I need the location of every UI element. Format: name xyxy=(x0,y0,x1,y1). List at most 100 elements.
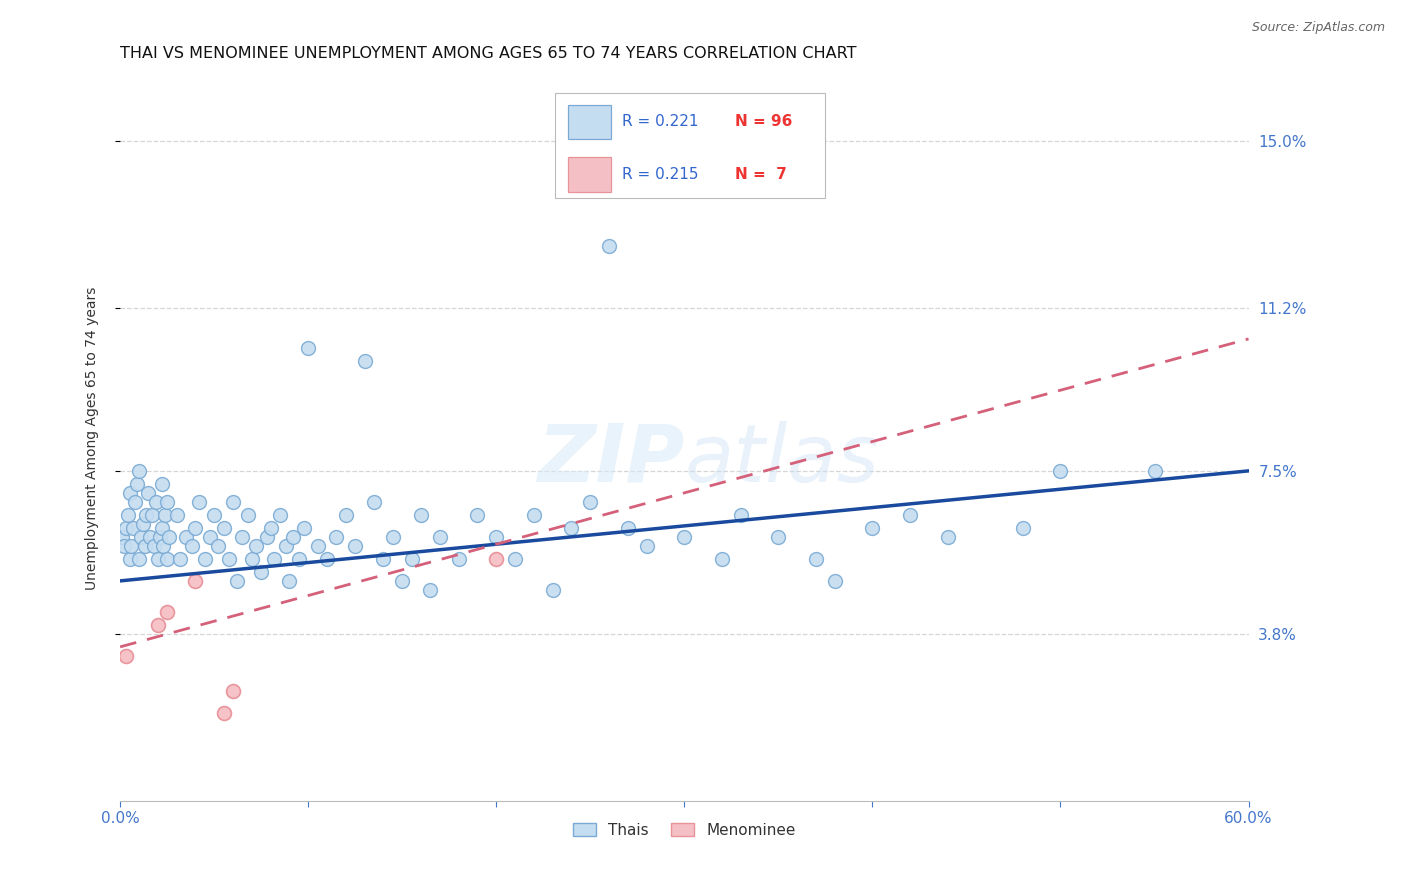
Point xyxy=(579,494,602,508)
Point xyxy=(250,565,273,579)
Point xyxy=(259,521,281,535)
Point xyxy=(381,530,404,544)
Point xyxy=(112,539,135,553)
Point xyxy=(409,508,432,522)
Point xyxy=(180,539,202,553)
Point xyxy=(222,494,245,508)
Point xyxy=(125,477,148,491)
Point xyxy=(156,605,179,619)
Point xyxy=(184,574,207,588)
Point xyxy=(157,530,180,544)
Point xyxy=(401,552,423,566)
Point xyxy=(131,516,153,531)
Point xyxy=(169,552,191,566)
FancyBboxPatch shape xyxy=(554,93,825,198)
Point xyxy=(523,508,546,522)
Point xyxy=(325,530,347,544)
Point xyxy=(135,508,157,522)
FancyBboxPatch shape xyxy=(568,157,612,192)
Point xyxy=(278,574,301,588)
Point xyxy=(155,508,177,522)
Point xyxy=(297,341,319,355)
Point xyxy=(212,706,235,720)
Point xyxy=(139,530,162,544)
Point xyxy=(207,539,229,553)
Point xyxy=(111,530,134,544)
Point xyxy=(245,539,267,553)
Point xyxy=(363,494,385,508)
Point xyxy=(118,486,141,500)
Point xyxy=(156,552,179,566)
Point xyxy=(134,539,156,553)
Point xyxy=(225,574,247,588)
Point xyxy=(391,574,413,588)
Text: R = 0.221: R = 0.221 xyxy=(623,114,699,129)
Point xyxy=(141,508,163,522)
Point xyxy=(936,530,959,544)
Text: Source: ZipAtlas.com: Source: ZipAtlas.com xyxy=(1251,21,1385,34)
Point xyxy=(503,552,526,566)
Point xyxy=(146,552,169,566)
Point xyxy=(283,530,305,544)
Text: THAI VS MENOMINEE UNEMPLOYMENT AMONG AGES 65 TO 74 YEARS CORRELATION CHART: THAI VS MENOMINEE UNEMPLOYMENT AMONG AGE… xyxy=(120,46,856,62)
Point xyxy=(188,494,211,508)
Point xyxy=(236,508,259,522)
FancyBboxPatch shape xyxy=(568,104,612,139)
Text: N = 96: N = 96 xyxy=(735,114,793,129)
Point xyxy=(124,494,146,508)
Point xyxy=(263,552,285,566)
Legend: Thais, Menominee: Thais, Menominee xyxy=(567,817,801,844)
Point xyxy=(146,618,169,632)
Point xyxy=(202,508,225,522)
Point xyxy=(128,464,150,478)
Point xyxy=(467,508,489,522)
Point xyxy=(117,508,139,522)
Point xyxy=(184,521,207,535)
Point xyxy=(218,552,240,566)
Point xyxy=(194,552,217,566)
Text: R = 0.215: R = 0.215 xyxy=(623,167,699,182)
Point xyxy=(256,530,278,544)
Point xyxy=(730,508,752,522)
Point xyxy=(710,552,733,566)
Point xyxy=(307,539,329,553)
Point xyxy=(222,684,245,698)
Point xyxy=(353,354,375,368)
Point xyxy=(174,530,197,544)
Point xyxy=(143,539,166,553)
Point xyxy=(150,477,173,491)
Point xyxy=(166,508,188,522)
Point xyxy=(824,574,846,588)
Point xyxy=(269,508,291,522)
Point xyxy=(145,494,167,508)
Text: N =  7: N = 7 xyxy=(735,167,787,182)
Point xyxy=(335,508,357,522)
Point xyxy=(617,521,640,535)
Point xyxy=(447,552,470,566)
Point xyxy=(636,539,658,553)
Point xyxy=(485,530,508,544)
Point xyxy=(231,530,253,544)
Point xyxy=(274,539,297,553)
Point xyxy=(485,552,508,566)
Point xyxy=(156,494,179,508)
Point xyxy=(138,486,160,500)
Point xyxy=(129,530,152,544)
Point xyxy=(1143,464,1166,478)
Point xyxy=(200,530,222,544)
Text: ZIP: ZIP xyxy=(537,421,685,499)
Point xyxy=(860,521,883,535)
Y-axis label: Unemployment Among Ages 65 to 74 years: Unemployment Among Ages 65 to 74 years xyxy=(86,286,100,590)
Point xyxy=(419,582,441,597)
Point xyxy=(598,239,620,253)
Point xyxy=(150,521,173,535)
Point xyxy=(120,539,142,553)
Text: atlas: atlas xyxy=(685,421,879,499)
Point xyxy=(118,552,141,566)
Point xyxy=(429,530,451,544)
Point xyxy=(294,521,316,535)
Point xyxy=(128,552,150,566)
Point xyxy=(1049,464,1071,478)
Point xyxy=(1011,521,1033,535)
Point xyxy=(152,539,174,553)
